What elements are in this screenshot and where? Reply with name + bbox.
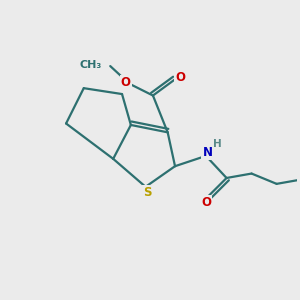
Text: CH₃: CH₃ [80, 60, 102, 70]
Text: O: O [121, 76, 131, 89]
Text: O: O [201, 196, 211, 209]
Text: H: H [213, 139, 221, 148]
Text: N: N [202, 146, 212, 159]
Text: O: O [175, 71, 185, 84]
Text: S: S [143, 186, 151, 199]
